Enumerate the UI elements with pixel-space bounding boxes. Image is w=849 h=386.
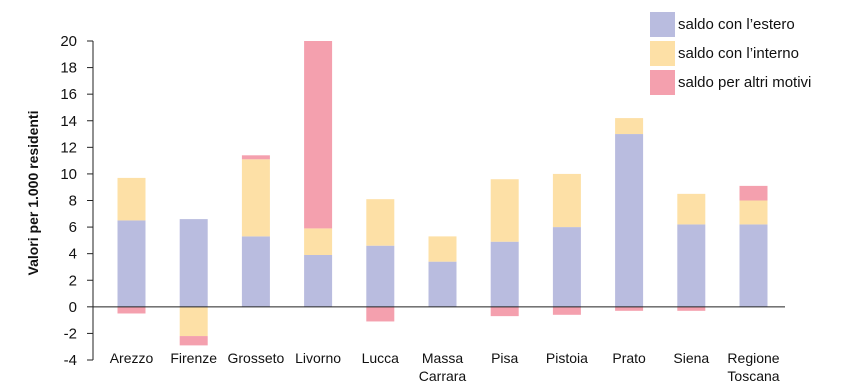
y-tick-label: 4 xyxy=(69,246,77,263)
bar-segment xyxy=(117,220,146,307)
legend-swatch xyxy=(650,12,675,37)
bar-segment xyxy=(552,227,581,307)
x-tick-label: Siena xyxy=(673,350,709,366)
legend: saldo con l’estero saldo con l’interno sal… xyxy=(650,12,811,95)
y-axis-title: Valori per 1.000 residenti xyxy=(25,111,41,276)
bar-segment xyxy=(179,306,208,337)
y-tick-label: -2 xyxy=(64,325,77,342)
bar-segment xyxy=(490,306,519,317)
legend-label: saldo con l’estero xyxy=(678,16,795,33)
bar-segment xyxy=(117,306,146,314)
bar-segment xyxy=(490,241,519,307)
bar-segment xyxy=(241,155,270,160)
x-tick-label: Regione Toscana xyxy=(727,350,779,384)
bar-segment xyxy=(117,177,146,221)
legend-swatch xyxy=(650,70,675,95)
y-tick-label: 20 xyxy=(60,33,77,50)
y-tick-label: -4 xyxy=(64,352,77,369)
bar-segment xyxy=(552,306,581,315)
legend-label: saldo per altri motivi xyxy=(678,74,811,91)
bar-segment xyxy=(615,118,644,135)
bar-segment xyxy=(615,306,644,311)
bar-segment xyxy=(241,236,270,307)
bar-segment xyxy=(428,236,457,262)
y-tick-label: 16 xyxy=(60,86,77,103)
bar-segment xyxy=(739,200,768,225)
y-tick-label: 10 xyxy=(60,166,77,183)
bar-segment xyxy=(179,219,208,307)
y-tick-label: 0 xyxy=(69,299,77,316)
x-tick-label: Prato xyxy=(612,350,646,366)
y-tick-label: 14 xyxy=(60,113,77,130)
bar-segment xyxy=(304,254,333,307)
bar-segment xyxy=(366,306,395,322)
x-tick-label: Arezzo xyxy=(110,350,154,366)
y-axis-ticks: -4 -2 0 2 4 6 8 10 12 14 16 18 20 xyxy=(60,33,93,369)
x-tick-label: Massa Carrara xyxy=(419,350,467,384)
y-tick-label: 12 xyxy=(60,139,77,156)
bar-segment xyxy=(677,224,706,307)
bar-segment xyxy=(304,41,333,229)
bar-segment xyxy=(179,336,208,346)
y-tick-label: 2 xyxy=(69,272,77,289)
bar-segment xyxy=(428,261,457,307)
y-tick-label: 8 xyxy=(69,193,77,210)
bar-segment xyxy=(552,173,581,228)
x-axis-labels: Arezzo Firenze Grosseto Livorno Lucca Massa Ca… xyxy=(110,350,780,384)
bar-segment xyxy=(241,159,270,237)
bar-segment xyxy=(615,134,644,307)
bar-segment xyxy=(366,199,395,246)
x-tick-label: Lucca xyxy=(362,350,400,366)
bar-segment xyxy=(677,306,706,311)
bar-segment xyxy=(677,193,706,225)
y-tick-label: 6 xyxy=(69,219,77,236)
x-tick-label: Livorno xyxy=(295,350,341,366)
x-tick-label: Firenze xyxy=(170,350,217,366)
bar-layer xyxy=(117,41,768,346)
bar-segment xyxy=(739,224,768,307)
x-tick-label: Pistoia xyxy=(546,350,588,366)
bar-segment xyxy=(304,228,333,255)
bar-segment xyxy=(739,185,768,201)
x-tick-label: Grosseto xyxy=(227,350,284,366)
x-tick-label: Pisa xyxy=(491,350,518,366)
bar-segment xyxy=(490,179,519,242)
y-tick-label: 18 xyxy=(60,60,77,77)
bar-segment xyxy=(366,245,395,307)
legend-swatch xyxy=(650,41,675,66)
legend-label: saldo con l’interno xyxy=(678,45,799,62)
